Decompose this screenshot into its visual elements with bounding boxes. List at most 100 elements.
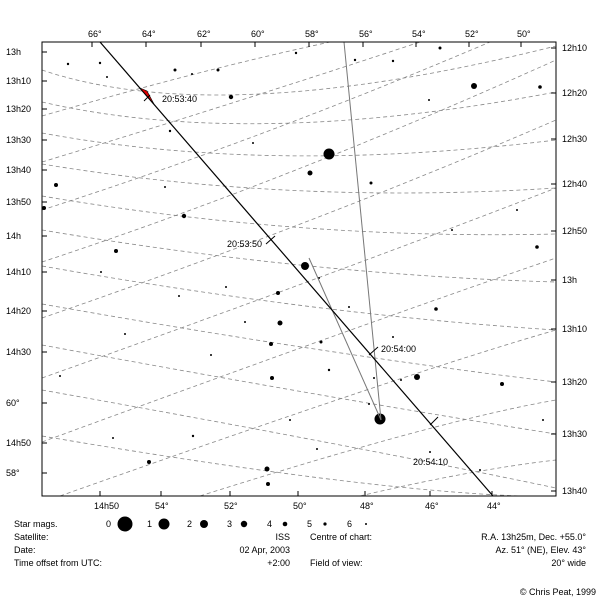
satellite-value: ISS: [275, 532, 290, 542]
track-time-label: 20:54:00: [381, 344, 416, 354]
copyright: © Chris Peat, 1999: [520, 587, 596, 597]
right-ascension-grid-line: [42, 91, 556, 125]
right-ascension-grid-line: [42, 265, 556, 331]
left-axis-label: 13h10: [6, 76, 31, 86]
star-icon: [124, 333, 126, 335]
star-icon: [289, 419, 291, 421]
mag-4-star-icon: [282, 521, 288, 527]
declination-grid-line: [42, 187, 556, 379]
star-icon: [191, 73, 193, 75]
left-axis-label: 13h: [6, 47, 21, 57]
star-icon: [268, 496, 272, 500]
star-icon: [542, 419, 544, 421]
star-icon: [327, 368, 331, 372]
satellite-trail-segment: [308, 257, 382, 421]
star-icon: [106, 76, 108, 78]
mag-0-star-icon: [117, 516, 133, 532]
satellite-shadow-trail: [343, 41, 382, 421]
star-field: [42, 46, 544, 500]
date-value: 02 Apr, 2003: [239, 545, 290, 555]
declination-grid-line: [42, 42, 421, 163]
star-icon: [276, 291, 280, 295]
left-axis-label: 60°: [6, 398, 20, 408]
top-axis-labels: 66° 64° 62° 60° 58° 56° 54° 52° 50°: [88, 29, 531, 39]
left-axis-label: 58°: [6, 468, 20, 478]
star-icon: [301, 262, 309, 270]
star-icon: [59, 375, 61, 377]
mag-label: 5: [307, 519, 312, 529]
bottom-axis-label: 44°: [487, 501, 501, 511]
right-axis-label: 13h20: [562, 377, 587, 387]
left-axis-label: 13h30: [6, 135, 31, 145]
coordinate-grid: [42, 42, 556, 496]
bottom-axis-labels: 14h50 54° 52° 50° 48° 46° 44°: [94, 501, 501, 511]
right-ascension-grid-line: [42, 229, 556, 283]
star-icon: [98, 61, 102, 65]
star-icon: [374, 413, 386, 425]
star-icon: [438, 46, 442, 50]
track-tick: [368, 346, 379, 356]
star-icon: [269, 342, 273, 346]
star-icon: [323, 148, 335, 160]
mag-5-star-icon: [323, 522, 327, 526]
star-icon: [173, 68, 177, 72]
right-ascension-grid-line: [42, 195, 556, 236]
left-axis-labels: 13h 13h10 13h20 13h30 13h40 13h50 14h 14…: [6, 47, 31, 478]
star-icon: [369, 181, 373, 185]
top-axis-label: 58°: [305, 29, 319, 39]
star-icon: [181, 213, 187, 219]
star-icon: [471, 83, 477, 89]
star-icon: [391, 59, 395, 63]
star-icon: [277, 320, 283, 326]
right-ascension-grid-line: [42, 163, 556, 194]
centre-label: Centre of chart:: [310, 532, 372, 542]
star-icon: [538, 85, 542, 89]
star-icon: [216, 68, 220, 72]
star-icon: [428, 99, 430, 101]
right-axis-label: 12h30: [562, 134, 587, 144]
star-icon: [294, 51, 298, 55]
star-icon: [42, 206, 46, 210]
track-time-label: 20:54:10: [413, 457, 448, 467]
bottom-axis-label: 52°: [224, 501, 238, 511]
declination-grid-line: [42, 42, 491, 211]
bottom-axis-label: 14h50: [94, 501, 119, 511]
declination-grid-line: [42, 42, 331, 117]
star-icon: [66, 62, 70, 66]
star-icon: [228, 94, 234, 100]
top-axis-label: 60°: [251, 29, 265, 39]
star-icon: [210, 354, 212, 356]
track-time-label: 20:53:40: [162, 94, 197, 104]
track-tick: [429, 416, 439, 426]
bottom-axis-label: 50°: [293, 501, 307, 511]
star-icon: [400, 379, 402, 381]
mag-label: 2: [187, 519, 192, 529]
satellite-direction-arrow-icon: [139, 87, 155, 105]
top-axis-label: 50°: [517, 29, 531, 39]
declination-grid-line: [42, 257, 556, 443]
magnitude-legend: Star mags. 0 1 2 3 4 5 6: [14, 516, 367, 532]
left-axis-label: 13h40: [6, 165, 31, 175]
right-ascension-grid-line: [42, 45, 556, 96]
mag-label: 1: [147, 519, 152, 529]
top-axis-label: 64°: [142, 29, 156, 39]
bottom-axis-label: 54°: [155, 501, 169, 511]
mag-label: 4: [267, 519, 272, 529]
declination-grid-line: [42, 59, 556, 263]
mag-1-star-icon: [158, 518, 170, 530]
top-axis-label: 52°: [465, 29, 479, 39]
track-time-label: 20:53:50: [227, 239, 262, 249]
utc-offset-label: Time offset from UTC:: [14, 558, 102, 568]
right-axis-label: 12h40: [562, 179, 587, 189]
star-icon: [100, 271, 102, 273]
left-axis-label: 14h50: [6, 438, 31, 448]
fov-label: Field of view:: [310, 558, 363, 568]
right-ascension-grid-line: [42, 389, 556, 489]
star-icon: [429, 451, 431, 453]
star-icon: [368, 403, 370, 405]
star-icon: [434, 307, 438, 311]
date-label: Date:: [14, 545, 36, 555]
centre-value-radec: R.A. 13h25m, Dec. +55.0°: [481, 532, 586, 542]
centre-value-azel: Az. 51° (NE), Elev. 43°: [495, 545, 586, 555]
